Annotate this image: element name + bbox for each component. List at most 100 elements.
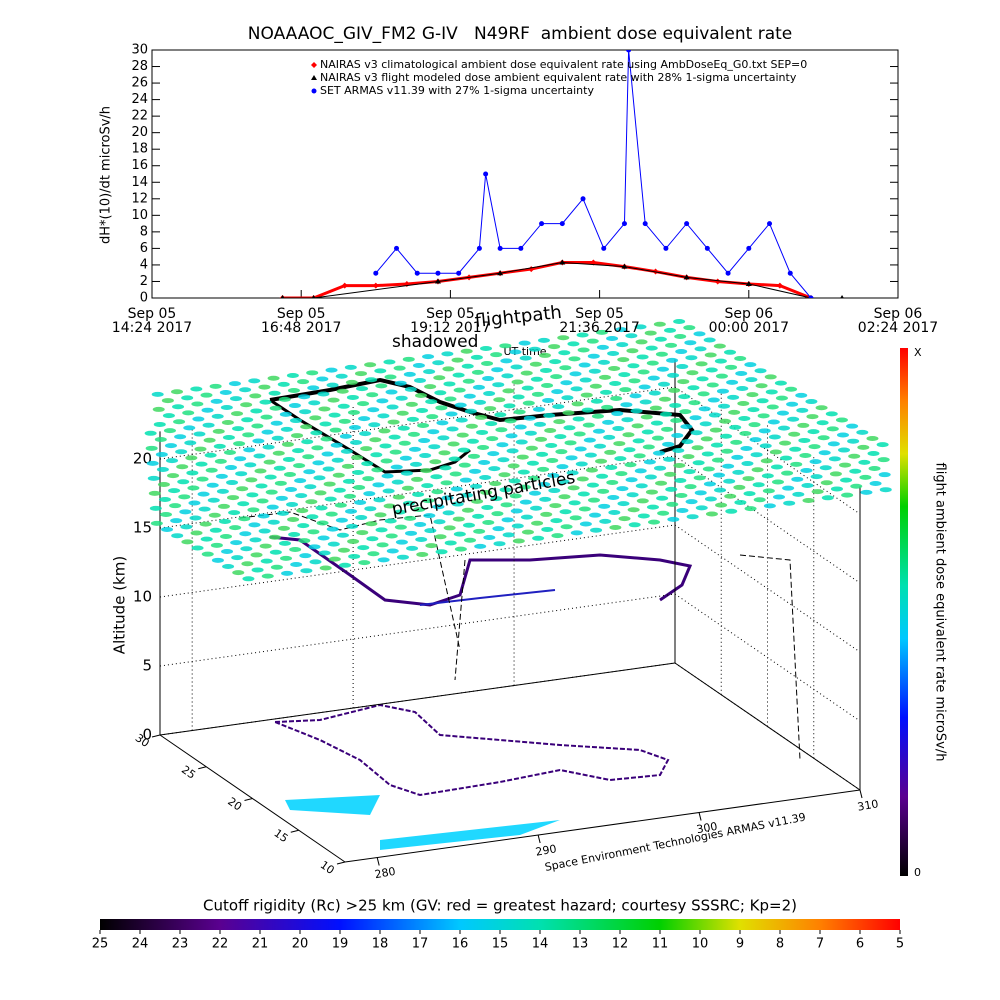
particle bbox=[204, 452, 217, 458]
particle bbox=[537, 466, 550, 472]
colorbar-top-label: X bbox=[914, 346, 922, 359]
particle bbox=[578, 362, 591, 368]
particle bbox=[562, 410, 575, 416]
particle bbox=[223, 450, 236, 456]
particle bbox=[713, 472, 725, 478]
particle bbox=[442, 510, 455, 516]
data-point bbox=[497, 270, 504, 276]
particle bbox=[703, 481, 716, 487]
particle bbox=[296, 508, 309, 514]
particle bbox=[357, 545, 370, 551]
particle bbox=[313, 475, 326, 481]
particle bbox=[496, 442, 509, 448]
x-tick-label: 16:48 2017 bbox=[261, 320, 341, 336]
particle bbox=[249, 537, 262, 543]
particle bbox=[691, 445, 704, 451]
particle bbox=[493, 541, 506, 547]
particle bbox=[480, 346, 493, 352]
particle bbox=[664, 471, 677, 477]
particle bbox=[569, 515, 582, 521]
particle bbox=[587, 353, 600, 359]
particle bbox=[235, 471, 248, 477]
particle bbox=[448, 456, 461, 462]
particle bbox=[625, 477, 638, 483]
particle bbox=[599, 518, 612, 524]
particle bbox=[728, 409, 741, 415]
particle bbox=[307, 529, 320, 535]
particle bbox=[680, 424, 693, 430]
particle bbox=[518, 484, 531, 490]
particle bbox=[746, 392, 759, 398]
data-point bbox=[559, 221, 565, 227]
particle bbox=[297, 379, 310, 385]
y-tick-label: 25 bbox=[179, 763, 198, 782]
particle bbox=[599, 374, 611, 380]
particle bbox=[191, 545, 204, 551]
colorbar-tick-label: 12 bbox=[612, 937, 629, 952]
particle bbox=[711, 457, 724, 463]
x-tick-label: 02:24 2017 bbox=[858, 320, 938, 336]
particle bbox=[633, 453, 646, 459]
particle bbox=[483, 535, 496, 541]
data-point bbox=[539, 221, 545, 227]
particle bbox=[520, 370, 533, 376]
particle bbox=[672, 447, 685, 453]
particle bbox=[577, 347, 590, 353]
particle bbox=[704, 352, 717, 358]
particle bbox=[517, 469, 530, 475]
particle bbox=[178, 494, 191, 500]
particle bbox=[250, 552, 263, 558]
particle bbox=[684, 340, 697, 346]
z-tick-label: 10 bbox=[133, 588, 152, 606]
particle bbox=[721, 448, 734, 454]
particle bbox=[768, 434, 781, 440]
particle bbox=[674, 478, 687, 484]
particle bbox=[203, 437, 216, 443]
particle bbox=[433, 519, 446, 525]
particle bbox=[475, 414, 488, 420]
particle bbox=[686, 514, 699, 520]
particle bbox=[506, 448, 519, 454]
particle bbox=[361, 461, 374, 467]
particle bbox=[665, 342, 678, 348]
particle bbox=[799, 452, 812, 458]
particle bbox=[206, 482, 219, 488]
particle bbox=[673, 463, 686, 469]
particle bbox=[705, 511, 718, 517]
particle bbox=[510, 364, 523, 370]
particle bbox=[402, 500, 415, 506]
particle bbox=[714, 487, 727, 493]
particle bbox=[414, 521, 427, 527]
particle bbox=[487, 451, 500, 457]
particle bbox=[319, 421, 332, 427]
particle bbox=[750, 452, 763, 458]
particle bbox=[445, 411, 458, 417]
particle bbox=[877, 457, 890, 463]
particle bbox=[472, 384, 485, 390]
colorbar-tick-label: 23 bbox=[172, 937, 189, 952]
particle bbox=[416, 408, 429, 414]
particle bbox=[521, 529, 534, 535]
particle bbox=[280, 426, 293, 432]
x-tick-label: 300 bbox=[696, 820, 719, 836]
data-point bbox=[559, 259, 566, 265]
particle bbox=[514, 424, 527, 430]
particle bbox=[519, 499, 532, 505]
particle bbox=[688, 400, 701, 406]
particle bbox=[495, 427, 508, 433]
particle bbox=[162, 413, 175, 419]
particle bbox=[156, 466, 169, 472]
particle bbox=[531, 391, 544, 397]
particle bbox=[225, 465, 237, 471]
particle bbox=[451, 357, 464, 363]
particle bbox=[248, 378, 261, 384]
particle bbox=[214, 458, 227, 464]
particle bbox=[795, 392, 808, 398]
particle bbox=[458, 462, 471, 468]
particle bbox=[339, 433, 352, 439]
particle bbox=[242, 576, 255, 582]
particle bbox=[264, 474, 277, 480]
particle bbox=[676, 508, 689, 514]
particle bbox=[696, 376, 709, 382]
particle bbox=[641, 429, 654, 435]
